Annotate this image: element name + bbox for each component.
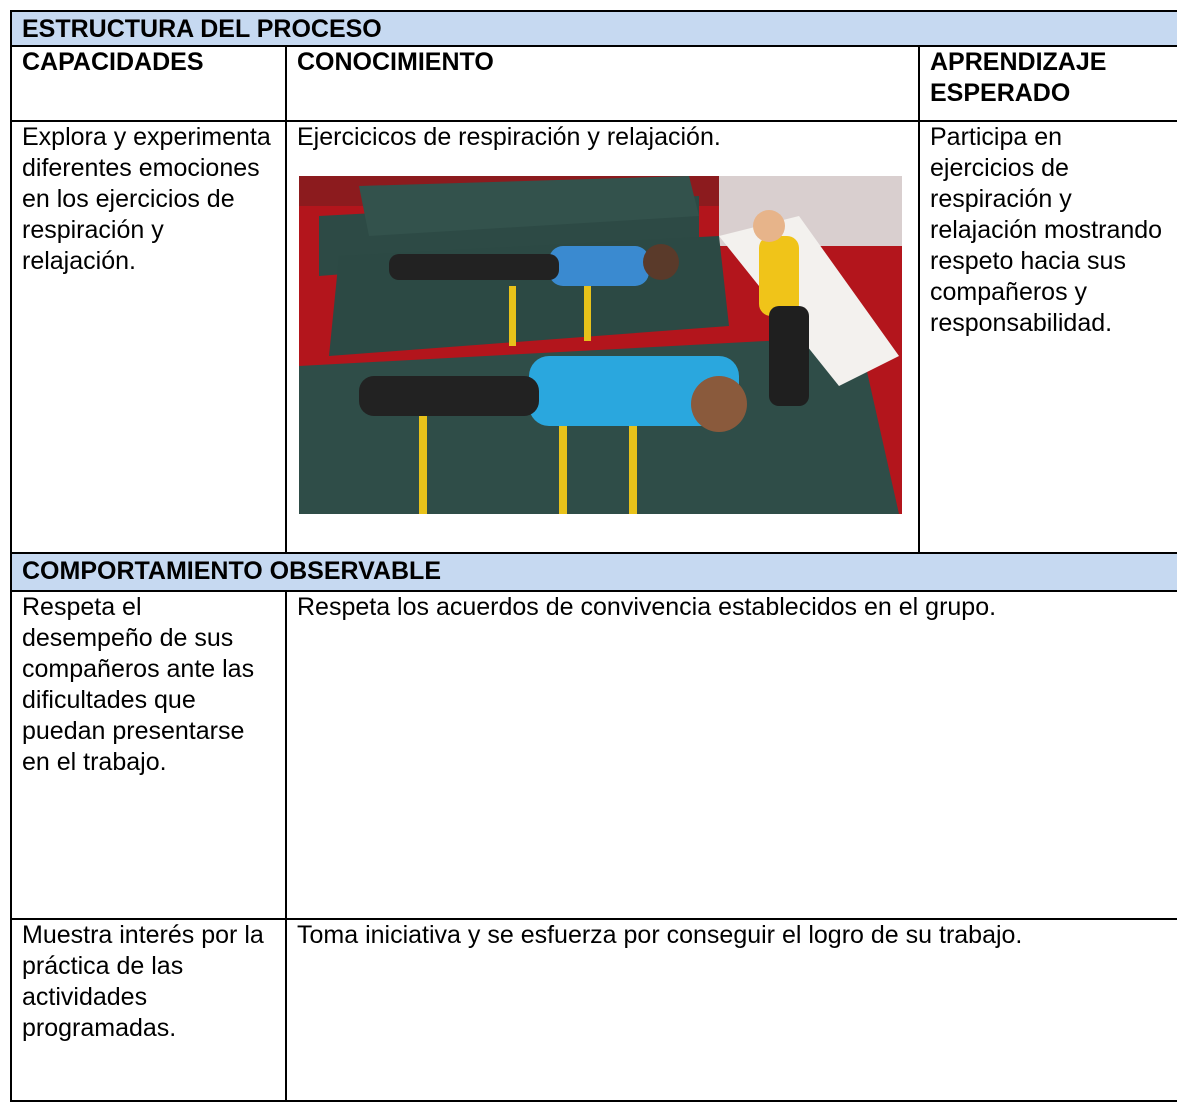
process-table: ESTRUCTURA DEL PROCESO CAPACIDADES CONOC… xyxy=(9,10,1177,1102)
cell: Participa en ejercicios de respiración y… xyxy=(917,120,1177,554)
cell: Toma iniciativa y se esfuerza por conseg… xyxy=(284,918,1177,1102)
column-header: APRENDIZAJE ESPERADO xyxy=(917,45,1177,122)
cell: Respeta los acuerdos de convivencia esta… xyxy=(284,590,1177,920)
section-title: COMPORTAMIENTO OBSERVABLE xyxy=(9,552,1177,592)
cell-text: Ejercicicos de respiración y relajación. xyxy=(297,123,721,151)
cell: Muestra interés por la práctica de las a… xyxy=(10,918,287,1102)
photo xyxy=(299,176,902,514)
cell: Explora y experimenta diferentes emocion… xyxy=(10,120,287,554)
column-header: CONOCIMIENTO xyxy=(285,45,920,122)
cell: Respeta el desempeño de sus compañeros a… xyxy=(10,590,287,920)
cell: Ejercicicos de respiración y relajación. xyxy=(285,120,920,554)
column-header: CAPACIDADES xyxy=(10,45,287,122)
table-title: ESTRUCTURA DEL PROCESO xyxy=(9,10,1177,47)
